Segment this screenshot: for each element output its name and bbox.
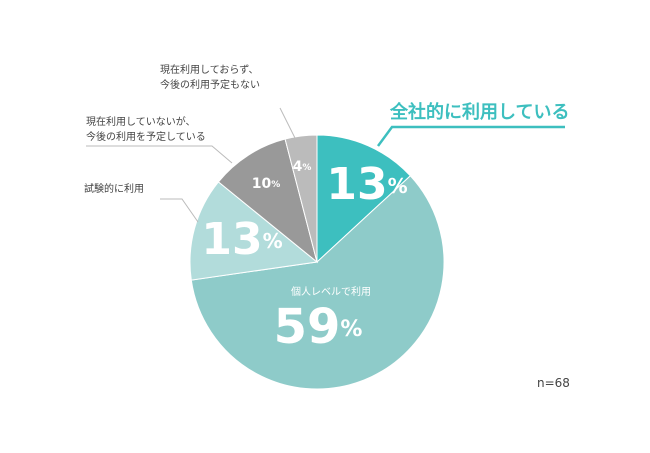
pie-slice <box>189 181 319 281</box>
leader-line <box>376 125 565 147</box>
value-label: 13% <box>326 159 407 210</box>
pie-slice <box>217 138 318 264</box>
pie-slice <box>190 175 445 390</box>
leader-line <box>86 145 233 164</box>
category-label: 現在利用していないが、 今後の利用を予定している <box>86 117 206 143</box>
value-label: 13% <box>201 214 282 265</box>
category-label: 全社的に利用している <box>390 102 570 123</box>
sample-size: n=68 <box>537 376 570 390</box>
value-label: 4% <box>293 159 312 175</box>
leader-line <box>160 198 199 223</box>
category-label: 現在利用しておらず、 今後の利用予定もない <box>160 65 260 91</box>
value-label: 59% <box>274 299 363 355</box>
leader-line <box>279 107 297 141</box>
value-label: 10% <box>252 176 281 192</box>
category-label: 試験的に利用 <box>84 184 144 195</box>
pie-slice <box>284 134 318 263</box>
pie-slice <box>316 134 411 264</box>
category-label: 個人レベルで利用 <box>291 287 371 298</box>
